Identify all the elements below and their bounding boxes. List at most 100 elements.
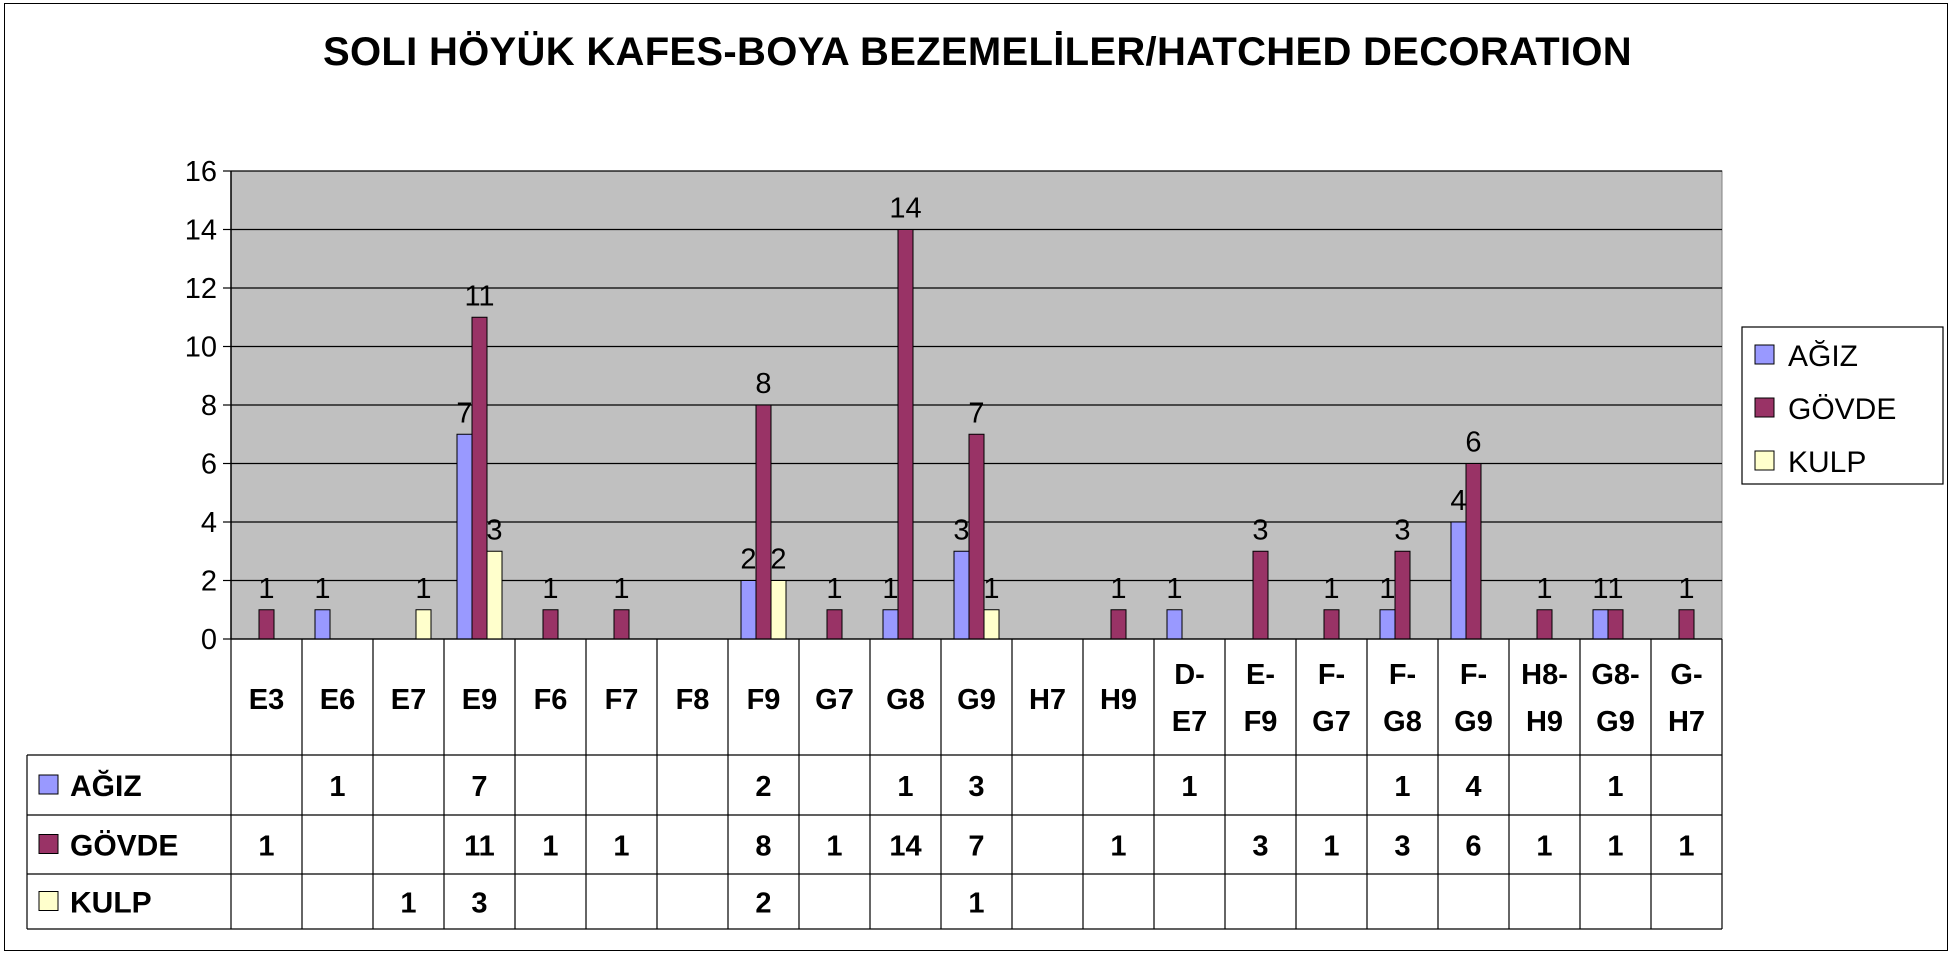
y-tick-label: 0 (201, 624, 217, 656)
category-label: H9 (1100, 684, 1137, 716)
table-cell-value: 1 (542, 831, 558, 863)
category-label: F9 (747, 684, 781, 716)
table-cell-value: 1 (1607, 771, 1623, 803)
table-cell-value: 4 (1465, 771, 1481, 803)
bar-gövde (755, 404, 772, 640)
table-cell-value: 1 (1678, 831, 1694, 863)
legend-entry: KULP (1788, 446, 1866, 479)
category-label: F9 (1244, 706, 1278, 738)
table-cell-value: 3 (1252, 831, 1268, 863)
category-label: F- (1389, 659, 1416, 691)
table-cell-value: 2 (755, 771, 771, 803)
category-label: F7 (605, 684, 639, 716)
bar-data-label: 1 (1607, 573, 1623, 605)
category-label: E7 (391, 684, 426, 716)
bar-data-label: 6 (1465, 427, 1481, 459)
bar-data-label: 7 (968, 397, 984, 429)
table-series-name: GÖVDE (70, 830, 178, 863)
bar-kulp (770, 580, 787, 640)
bar-data-label: 3 (953, 514, 969, 546)
category-label: E9 (462, 684, 497, 716)
category-label: G9 (957, 684, 996, 716)
y-tick-label: 14 (185, 215, 217, 247)
category-label: G- (1670, 659, 1702, 691)
table-legend-key (38, 834, 59, 854)
category-label: F- (1318, 659, 1345, 691)
bar-kulp (486, 550, 503, 640)
y-tick-label: 12 (185, 273, 217, 305)
table-cell-value: 3 (968, 771, 984, 803)
bar-data-label: 1 (314, 573, 330, 605)
bar-gövde (1394, 550, 1411, 640)
bar-data-label: 4 (1450, 485, 1466, 517)
bar-data-label: 1 (1536, 573, 1552, 605)
bar-gövde (826, 609, 843, 640)
category-label: G7 (1312, 706, 1351, 738)
category-label: G7 (815, 684, 854, 716)
table-legend-key (38, 774, 59, 795)
category-label: G8 (1383, 706, 1422, 738)
table-legend-key (38, 891, 59, 911)
table-cell-value: 1 (1536, 831, 1552, 863)
category-label: G9 (1454, 706, 1493, 738)
category-label: H7 (1029, 684, 1066, 716)
table-cell-value: 1 (897, 771, 913, 803)
category-label: G8- (1591, 659, 1639, 691)
bar-gövde (1323, 609, 1340, 640)
bar-gövde (258, 609, 275, 640)
bar-data-label: 1 (613, 573, 629, 605)
table-cell-value: 1 (258, 831, 274, 863)
bar-data-label: 1 (826, 573, 842, 605)
table-cell-value: 14 (889, 831, 921, 863)
bar-data-label: 2 (740, 544, 756, 576)
bar-data-label: 1 (882, 573, 898, 605)
category-label: H9 (1526, 706, 1563, 738)
y-tick-label: 2 (201, 566, 217, 598)
bar-gövde (542, 609, 559, 640)
bar-data-label: 8 (755, 368, 771, 400)
bar-data-label: 1 (415, 573, 431, 605)
bar-gövde (1465, 463, 1482, 640)
bar-gövde (897, 229, 914, 640)
table-cell-value: 1 (1607, 831, 1623, 863)
bar-ağiz (1592, 609, 1609, 640)
category-label: G9 (1596, 706, 1635, 738)
category-label: E3 (249, 684, 284, 716)
bar-gövde (613, 609, 630, 640)
bar-ağiz (882, 609, 899, 640)
category-label: F6 (534, 684, 568, 716)
bar-ağiz (1166, 609, 1183, 640)
bar-ağiz (1379, 609, 1396, 640)
y-tick-label: 10 (185, 332, 217, 364)
y-tick-label: 4 (201, 507, 217, 539)
category-label: G8 (886, 684, 925, 716)
bar-data-label: 1 (1166, 573, 1182, 605)
bar-data-label: 2 (770, 544, 786, 576)
y-tick-label: 6 (201, 449, 217, 481)
table-cell-value: 1 (1394, 771, 1410, 803)
bar-data-label: 3 (1394, 514, 1410, 546)
category-label: H7 (1668, 706, 1705, 738)
table-cell-value: 3 (1394, 831, 1410, 863)
table-cell-value: 1 (1323, 831, 1339, 863)
table-cell-value: 1 (968, 888, 984, 920)
category-label: E- (1246, 659, 1275, 691)
bar-data-label: 1 (1592, 573, 1608, 605)
legend-entry: GÖVDE (1788, 393, 1896, 426)
table-cell-value: 1 (329, 771, 345, 803)
bar-kulp (983, 609, 1000, 640)
legend-entry: AĞIZ (1788, 340, 1858, 373)
bar-data-label: 1 (983, 573, 999, 605)
table-cell-value: 7 (968, 831, 984, 863)
legend-box (1741, 326, 1944, 485)
table-series-name: AĞIZ (70, 769, 142, 803)
bar-gövde (1110, 609, 1127, 640)
table-series-name: KULP (70, 887, 152, 920)
table-cell-value: 3 (471, 888, 487, 920)
table-cell-value: 1 (613, 831, 629, 863)
bar-data-label: 14 (889, 193, 921, 225)
bar-data-label: 3 (1252, 514, 1268, 546)
bar-gövde (1252, 550, 1269, 640)
table-cell-value: 7 (471, 771, 487, 803)
